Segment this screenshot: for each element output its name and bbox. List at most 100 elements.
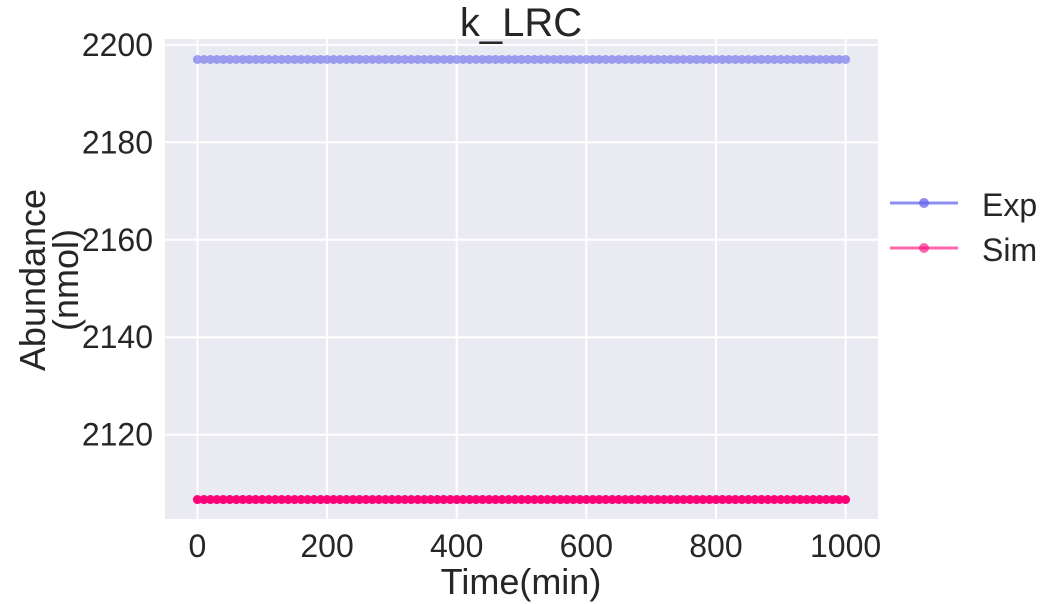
- data-point: [529, 54, 539, 64]
- legend-entry-sim: Sim: [890, 232, 1037, 268]
- data-point: [737, 54, 747, 64]
- data-point: [601, 495, 611, 505]
- data-point: [341, 495, 351, 505]
- data-point: [303, 54, 313, 64]
- data-point: [802, 54, 812, 64]
- data-point: [769, 54, 779, 64]
- data-point: [834, 54, 844, 64]
- x-tick-label: 800: [689, 528, 742, 564]
- data-point: [834, 495, 844, 505]
- data-point: [341, 54, 351, 64]
- data-point: [400, 54, 410, 64]
- data-point: [776, 54, 786, 64]
- data-point: [588, 495, 598, 505]
- data-point: [627, 495, 637, 505]
- data-point: [685, 54, 695, 64]
- data-point: [465, 495, 475, 505]
- data-point: [374, 495, 384, 505]
- data-point: [562, 495, 572, 505]
- data-point: [808, 495, 818, 505]
- data-point: [614, 54, 624, 64]
- data-point: [218, 495, 228, 505]
- series-exp: [192, 54, 851, 64]
- data-point: [841, 495, 851, 505]
- y-tick-label: 2160: [82, 222, 153, 258]
- data-point: [192, 54, 202, 64]
- data-point: [322, 495, 332, 505]
- data-point: [432, 495, 442, 505]
- x-tick-label: 0: [189, 528, 207, 564]
- data-point: [303, 495, 313, 505]
- data-point: [607, 495, 617, 505]
- data-point: [594, 495, 604, 505]
- data-point: [711, 495, 721, 505]
- data-point: [821, 495, 831, 505]
- data-point: [283, 54, 293, 64]
- data-point: [776, 495, 786, 505]
- data-point: [517, 495, 526, 505]
- data-point: [666, 495, 676, 505]
- data-point: [231, 54, 241, 64]
- data-point: [277, 54, 287, 64]
- legend-marker-sim: [919, 243, 929, 253]
- data-point: [523, 54, 533, 64]
- data-point: [458, 495, 468, 505]
- data-point: [821, 54, 831, 64]
- data-point: [231, 495, 241, 505]
- data-point: [458, 54, 468, 64]
- chart-title: k_LRC: [460, 1, 582, 45]
- data-point: [769, 495, 779, 505]
- data-point: [478, 495, 488, 505]
- data-point: [322, 54, 332, 64]
- data-point: [361, 54, 371, 64]
- data-point: [251, 54, 261, 64]
- data-point: [730, 54, 740, 64]
- data-point: [782, 54, 792, 64]
- data-point: [270, 54, 280, 64]
- data-point: [452, 495, 462, 505]
- data-point: [419, 495, 429, 505]
- data-point: [724, 54, 734, 64]
- data-point: [549, 54, 559, 64]
- data-point: [743, 54, 753, 64]
- data-point: [238, 54, 248, 64]
- data-point: [296, 54, 306, 64]
- data-point: [225, 495, 235, 505]
- data-point: [737, 495, 747, 505]
- data-point: [380, 54, 390, 64]
- data-point: [717, 495, 727, 505]
- data-point: [646, 495, 656, 505]
- data-point: [555, 495, 565, 505]
- data-point: [400, 495, 410, 505]
- series-layer: [192, 54, 851, 505]
- data-point: [264, 495, 274, 505]
- data-point: [361, 495, 371, 505]
- data-point: [549, 495, 559, 505]
- x-tick-label: 200: [300, 528, 353, 564]
- data-point: [335, 54, 345, 64]
- data-point: [815, 54, 825, 64]
- series-sim: [192, 495, 851, 505]
- y-axis-label: Abundance (nmol): [12, 189, 86, 371]
- y-tick-label: 2200: [82, 27, 153, 63]
- y-tick-labels: 2120 2140 2160 2180 2200: [82, 27, 153, 453]
- data-point: [692, 495, 702, 505]
- legend: Exp Sim: [890, 187, 1037, 268]
- data-point: [698, 54, 708, 64]
- data-point: [387, 495, 397, 505]
- y-tick-label: 2140: [82, 319, 153, 355]
- y-axis-label-line-2: (nmol): [45, 229, 86, 331]
- data-point: [205, 54, 215, 64]
- data-point: [646, 54, 656, 64]
- data-point: [354, 54, 364, 64]
- data-point: [264, 54, 274, 64]
- data-point: [730, 495, 740, 505]
- y-tick-label: 2180: [82, 124, 153, 160]
- data-point: [257, 54, 267, 64]
- data-point: [808, 54, 818, 64]
- data-point: [393, 495, 403, 505]
- data-point: [426, 54, 436, 64]
- data-point: [756, 54, 766, 64]
- x-axis-label: Time(min): [441, 561, 602, 602]
